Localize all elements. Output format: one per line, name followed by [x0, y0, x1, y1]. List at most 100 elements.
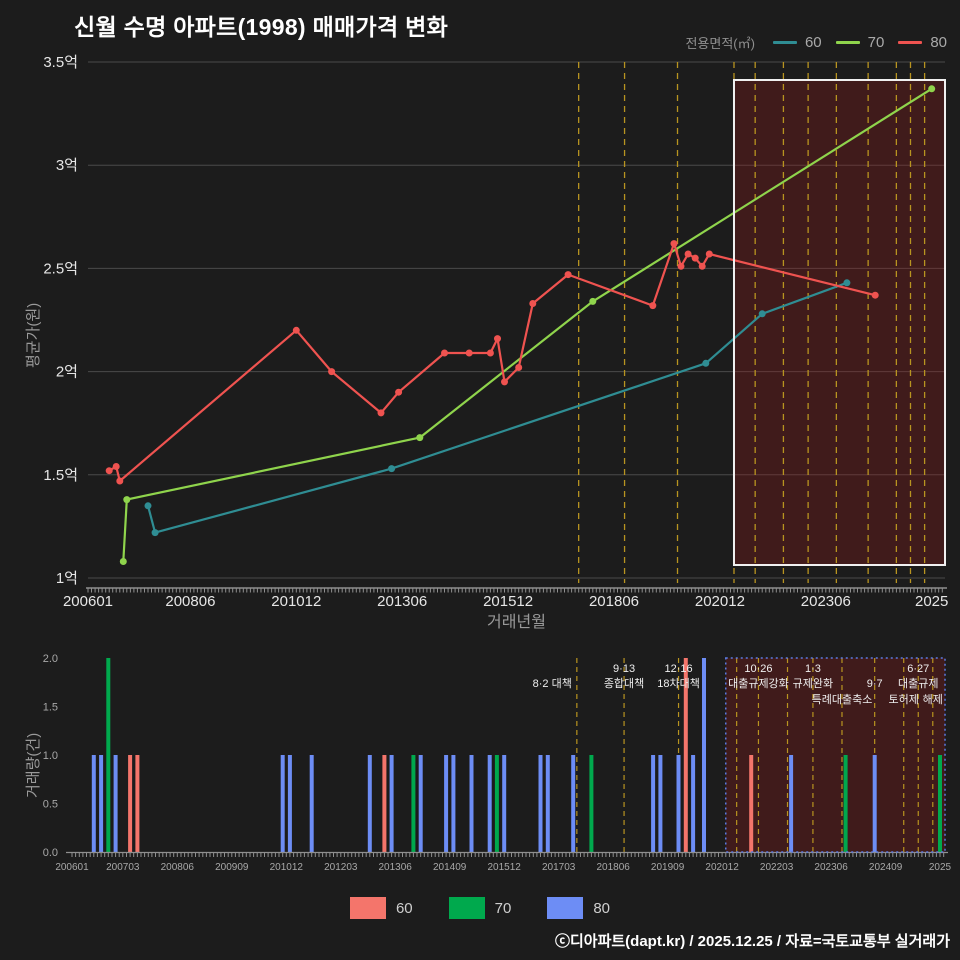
- volume-bar-70: [106, 658, 111, 852]
- volume-legend-item-80[interactable]: 80: [547, 897, 610, 919]
- volume-bar-80: [691, 755, 696, 852]
- price-point-80: [871, 291, 879, 299]
- x-tick-label: 201512: [483, 593, 533, 610]
- volume-bar-80: [658, 755, 663, 852]
- volume-legend-label: 70: [494, 899, 512, 917]
- volume-bar-80: [469, 755, 474, 852]
- footer-credit: ⓒ디아파트(dapt.kr) / 2025.12.25 / 자료=국토교통부 실…: [554, 933, 950, 950]
- legend-label: 70: [867, 34, 885, 51]
- price-point-80: [684, 250, 692, 258]
- price-point-80: [105, 467, 113, 475]
- volume-bar-80: [502, 755, 507, 852]
- legend-swatch-80: [898, 41, 923, 44]
- volume-legend-label: 60: [395, 899, 413, 917]
- vol-x-tick-label: 2025: [929, 862, 952, 873]
- price-point-80: [515, 364, 523, 371]
- vol-x-tick-label: 201306: [379, 862, 413, 873]
- policy-label: 1·3: [805, 663, 821, 675]
- volume-bar-80: [651, 755, 656, 852]
- volume-bar-80: [99, 755, 104, 852]
- volume-bar-80: [91, 755, 96, 852]
- volume-bar-80: [418, 755, 423, 852]
- volume-bar-80: [487, 755, 492, 852]
- price-point-80: [494, 335, 501, 343]
- volume-bar-80: [545, 755, 550, 852]
- volume-legend-item-70[interactable]: 70: [448, 897, 512, 919]
- highlight-border: [725, 657, 946, 853]
- volume-bar-chart: 0.0 0.5 1.0 1.5 2.0 200601 200703 200806 200909 2…: [43, 653, 952, 873]
- price-point-80: [441, 349, 448, 357]
- vol-y-tick-label: 1.5: [43, 702, 58, 714]
- price-point-80: [501, 378, 508, 386]
- price-point-80: [529, 300, 537, 307]
- price-point-80: [649, 302, 657, 310]
- price-point-70: [416, 434, 424, 442]
- legend-item-80[interactable]: 80: [898, 34, 947, 51]
- price-point-60: [144, 502, 152, 510]
- x-tick-label: 200806: [165, 593, 215, 610]
- price-point-60: [758, 310, 766, 318]
- legend-item-70[interactable]: 70: [835, 34, 885, 51]
- price-point-80: [698, 262, 706, 270]
- volume-bar-60: [683, 658, 688, 852]
- price-point-80: [564, 271, 572, 279]
- volume-bar-80: [872, 755, 877, 852]
- price-point-80: [691, 254, 699, 262]
- price-line-chart: 1억 1.5억 2억 2.5억 3억 3.5억 200601 200806 201012 2013…: [43, 54, 948, 610]
- legend-label: 60: [804, 34, 822, 51]
- vol-x-tick-label: 201806: [597, 862, 631, 873]
- volume-bar-80: [444, 755, 449, 852]
- x-tick-label: 2025: [915, 593, 948, 610]
- volume-bar-60: [382, 755, 387, 852]
- policy-label: 12·16: [664, 663, 692, 675]
- volume-bar-70: [938, 755, 942, 852]
- volume-bar-60: [128, 755, 133, 852]
- vol-x-tick-label: 202012: [705, 862, 739, 873]
- volume-bar-80: [676, 755, 681, 852]
- price-point-60: [151, 529, 159, 537]
- volume-bar-70: [494, 755, 499, 852]
- vol-x-tick-label: 202203: [760, 862, 794, 873]
- volume-bar-60: [135, 755, 140, 852]
- price-axis-title: 평균가(원): [25, 302, 42, 368]
- y-tick-label: 2.5억: [43, 260, 78, 277]
- highlight-border: [732, 79, 946, 566]
- volume-axis-title: 거래량(건): [25, 732, 42, 798]
- policy-label: 종합대책: [604, 677, 644, 690]
- volume-legend-swatch-70: [448, 897, 485, 919]
- price-point-60: [388, 465, 396, 473]
- volume-bar-70: [843, 755, 848, 852]
- vol-x-tick-label: 201409: [433, 862, 467, 873]
- y-tick-label: 3.5억: [43, 54, 78, 71]
- x-tick-label: 201012: [271, 593, 321, 610]
- x-tick-label: 201306: [377, 593, 427, 610]
- volume-bar-60: [749, 755, 754, 852]
- vol-x-tick-label: 202409: [869, 862, 903, 873]
- vol-y-tick-label: 1.0: [43, 750, 58, 762]
- policy-label: 6·27: [907, 663, 929, 675]
- volume-bar-80: [389, 755, 394, 852]
- price-point-80: [465, 349, 473, 357]
- vol-x-tick-label: 201703: [542, 862, 576, 873]
- policy-label: 대출규제강화: [728, 677, 789, 690]
- volume-bar-80: [287, 755, 292, 852]
- price-point-70: [589, 297, 597, 305]
- price-point-60: [843, 279, 851, 287]
- policy-label: 10·26: [744, 663, 772, 675]
- vol-x-tick-label: 202306: [814, 862, 848, 873]
- policy-label: 특례대출축소: [812, 693, 873, 706]
- date-axis-title: 거래년월: [487, 614, 546, 631]
- legend-swatch-60: [772, 41, 797, 44]
- y-tick-label: 3억: [56, 157, 78, 174]
- volume-legend-item-60[interactable]: 60: [349, 897, 413, 919]
- legend-item-60[interactable]: 60: [772, 34, 822, 51]
- y-tick-label: 1억: [56, 570, 78, 587]
- volume-bar-80: [702, 658, 706, 852]
- price-point-80: [705, 250, 713, 258]
- vol-x-tick-label: 200909: [215, 862, 249, 873]
- policy-label: 9·13: [613, 663, 635, 675]
- volume-legend-label: 80: [593, 899, 611, 917]
- volume-legend-swatch-60: [349, 897, 386, 919]
- volume-bar-80: [113, 755, 118, 852]
